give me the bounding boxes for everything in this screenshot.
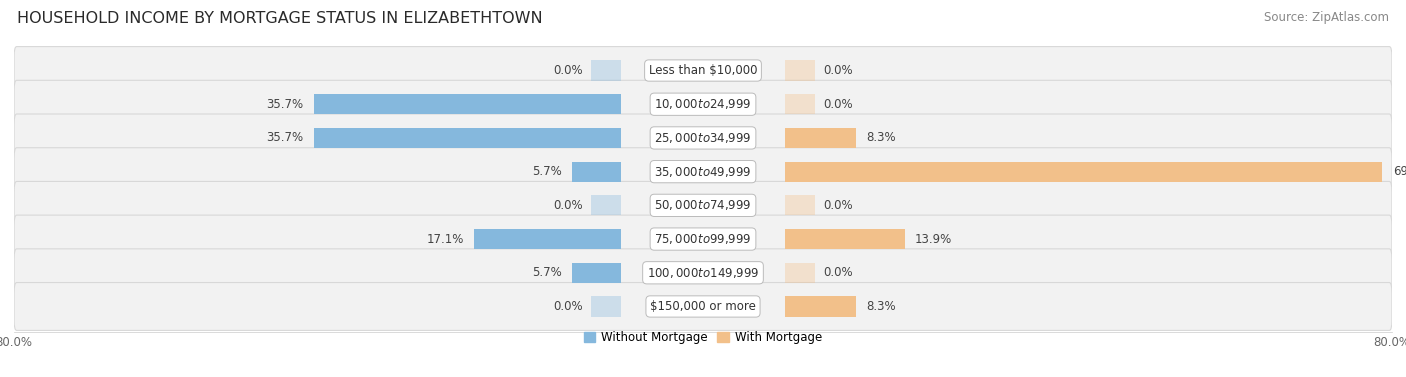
Bar <box>314 94 621 114</box>
FancyBboxPatch shape <box>14 282 1392 330</box>
Text: $75,000 to $99,999: $75,000 to $99,999 <box>654 232 752 246</box>
Bar <box>785 60 815 81</box>
Bar <box>785 296 856 317</box>
Bar <box>785 195 815 216</box>
Text: 0.0%: 0.0% <box>824 266 853 279</box>
Text: 0.0%: 0.0% <box>824 199 853 212</box>
FancyBboxPatch shape <box>14 215 1392 263</box>
FancyBboxPatch shape <box>14 249 1392 297</box>
Text: Less than $10,000: Less than $10,000 <box>648 64 758 77</box>
Bar <box>474 229 621 249</box>
Text: 0.0%: 0.0% <box>553 64 582 77</box>
FancyBboxPatch shape <box>14 80 1392 128</box>
Bar <box>785 94 815 114</box>
Text: 0.0%: 0.0% <box>824 98 853 111</box>
Text: 5.7%: 5.7% <box>531 165 562 178</box>
Text: 35.7%: 35.7% <box>266 98 304 111</box>
Bar <box>591 195 621 216</box>
FancyBboxPatch shape <box>14 148 1392 196</box>
Text: 8.3%: 8.3% <box>866 300 896 313</box>
Text: Source: ZipAtlas.com: Source: ZipAtlas.com <box>1264 11 1389 24</box>
Text: 13.9%: 13.9% <box>915 233 952 245</box>
Bar <box>591 60 621 81</box>
Text: 17.1%: 17.1% <box>426 233 464 245</box>
Text: 8.3%: 8.3% <box>866 132 896 144</box>
Text: $50,000 to $74,999: $50,000 to $74,999 <box>654 198 752 212</box>
Text: $35,000 to $49,999: $35,000 to $49,999 <box>654 165 752 179</box>
Text: 69.4%: 69.4% <box>1393 165 1406 178</box>
Text: $25,000 to $34,999: $25,000 to $34,999 <box>654 131 752 145</box>
Bar <box>591 296 621 317</box>
Bar <box>572 161 621 182</box>
FancyBboxPatch shape <box>14 114 1392 162</box>
FancyBboxPatch shape <box>14 181 1392 229</box>
Text: 0.0%: 0.0% <box>824 64 853 77</box>
Text: 35.7%: 35.7% <box>266 132 304 144</box>
Text: $100,000 to $149,999: $100,000 to $149,999 <box>647 266 759 280</box>
Text: $150,000 or more: $150,000 or more <box>650 300 756 313</box>
Bar <box>572 263 621 283</box>
Bar <box>785 263 815 283</box>
Text: 0.0%: 0.0% <box>553 300 582 313</box>
FancyBboxPatch shape <box>14 47 1392 95</box>
Bar <box>785 229 904 249</box>
Bar <box>785 128 856 148</box>
Bar <box>314 128 621 148</box>
Text: 5.7%: 5.7% <box>531 266 562 279</box>
Text: $10,000 to $24,999: $10,000 to $24,999 <box>654 97 752 111</box>
Bar <box>785 161 1382 182</box>
Legend: Without Mortgage, With Mortgage: Without Mortgage, With Mortgage <box>579 326 827 349</box>
Text: HOUSEHOLD INCOME BY MORTGAGE STATUS IN ELIZABETHTOWN: HOUSEHOLD INCOME BY MORTGAGE STATUS IN E… <box>17 11 543 26</box>
Text: 0.0%: 0.0% <box>553 199 582 212</box>
